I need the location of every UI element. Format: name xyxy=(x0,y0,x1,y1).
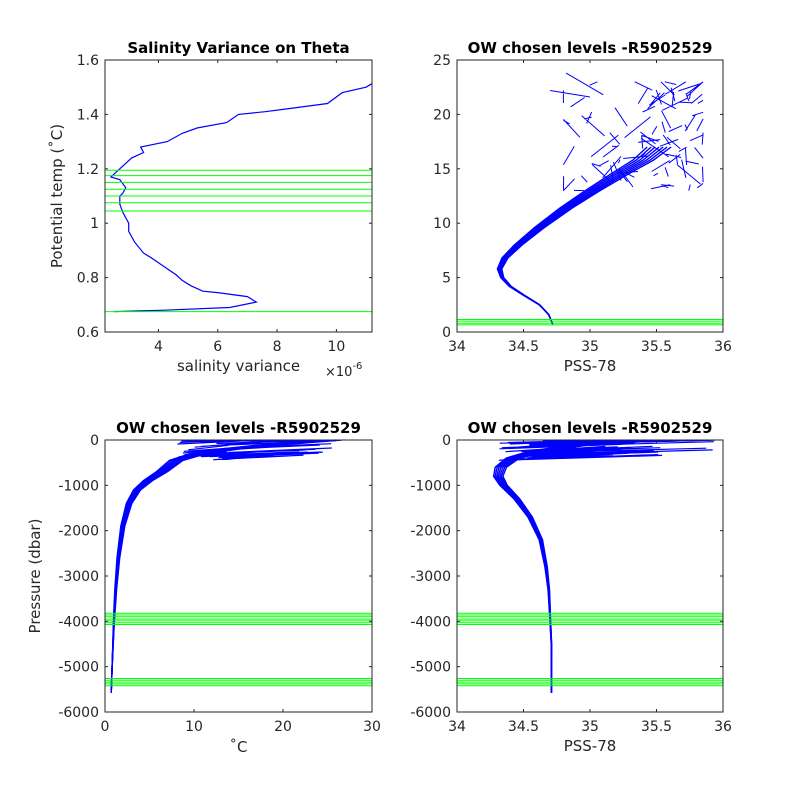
y-tick-label: -1000 xyxy=(410,478,451,494)
chart-title: OW chosen levels -R5902529 xyxy=(116,419,361,437)
x-multiplier-base: ×10 xyxy=(325,365,352,380)
y-axis-label: Potential temp (˚C) xyxy=(48,124,66,268)
y-axis-label: Pressure (dbar) xyxy=(26,519,44,634)
plot-content xyxy=(457,72,723,326)
y-tick-label: 10 xyxy=(433,216,451,232)
y-tick-label: -2000 xyxy=(410,524,451,540)
y-tick-label: -2000 xyxy=(58,524,99,540)
temp-pressure-panel: 0 10 20 30 -6000 -5000 -4000 -3000 -2000 -1000 0 OW… xyxy=(26,419,381,756)
y-tick-label: -3000 xyxy=(410,569,451,585)
y-tick-label: -4000 xyxy=(58,614,99,630)
y-tick-label: 1 xyxy=(90,216,99,232)
y-tick-label: 0.8 xyxy=(77,271,99,287)
x-tick-label: 35.5 xyxy=(641,339,672,355)
x-tick-label: 36 xyxy=(714,719,732,735)
profile-bundle xyxy=(177,440,337,461)
x-tick-label: 34.5 xyxy=(508,719,539,735)
chart-title: OW chosen levels -R5902529 xyxy=(468,419,713,437)
x-tick-label: 8 xyxy=(273,339,282,355)
profile-line xyxy=(109,82,372,313)
x-tick-label: 34 xyxy=(448,719,466,735)
x-tick-label: 35.5 xyxy=(641,719,672,735)
plot-content xyxy=(105,440,372,694)
x-tick-label: 0 xyxy=(101,719,110,735)
plot-content xyxy=(457,440,723,694)
y-tick-label: -5000 xyxy=(58,660,99,676)
plot-content xyxy=(105,82,372,313)
x-axis-label: PSS-78 xyxy=(564,737,617,755)
profile-spikes xyxy=(550,72,704,192)
y-tick-label: 15 xyxy=(433,162,451,178)
profile-line xyxy=(501,146,672,325)
y-tick-label: 0 xyxy=(442,433,451,449)
y-tick-label: 1.4 xyxy=(77,107,99,123)
y-tick-label: -4000 xyxy=(410,614,451,630)
y-tick-label: -6000 xyxy=(58,705,99,721)
y-tick-label: 5 xyxy=(442,271,451,287)
chart-title: Salinity Variance on Theta xyxy=(127,39,349,57)
y-tick-label: 0 xyxy=(442,325,451,341)
x-tick-label: 10 xyxy=(327,339,345,355)
x-tick-label: 35 xyxy=(581,339,599,355)
y-tick-label: 0.6 xyxy=(77,325,99,341)
y-tick-label: 1.6 xyxy=(77,53,99,69)
y-tick-label: -1000 xyxy=(58,478,99,494)
y-tick-label: -6000 xyxy=(410,705,451,721)
y-tick-label: 25 xyxy=(433,53,451,69)
x-tick-label: 36 xyxy=(714,339,732,355)
axes-frame xyxy=(104,59,373,333)
x-tick-label: 20 xyxy=(274,719,292,735)
chart-title: OW chosen levels -R5902529 xyxy=(468,39,713,57)
x-tick-label: 34.5 xyxy=(508,339,539,355)
x-tick-label: 4 xyxy=(154,339,163,355)
x-multiplier-exponent: -6 xyxy=(352,361,362,372)
x-multiplier: ×10-6 xyxy=(325,361,362,380)
y-tick-label: -5000 xyxy=(410,660,451,676)
y-tick-label: 1.2 xyxy=(77,162,99,178)
y-tick-label: 20 xyxy=(433,107,451,123)
y-tick-label: 0 xyxy=(90,433,99,449)
profile-bundle xyxy=(498,440,714,461)
x-tick-label: 34 xyxy=(448,339,466,355)
plot-area xyxy=(104,439,373,713)
salinity-variance-panel: 4 6 8 10 0.6 0.8 1 1.2 1.4 1.6 Salinity Variance o… xyxy=(48,39,373,380)
x-axis-label: ˚C xyxy=(230,738,248,756)
x-axis-label: PSS-78 xyxy=(564,357,617,375)
salinity-pressure-panel: 34 34.5 35 35.5 36 -6000 -5000 -4000 -3000 -2000 -… xyxy=(410,419,732,755)
x-tick-label: 10 xyxy=(185,719,203,735)
salinity-theta-panel: 34 34.5 35 35.5 36 0 5 10 15 20 25 OW chosen levels… xyxy=(433,39,732,375)
x-tick-label: 35 xyxy=(581,719,599,735)
x-tick-label: 30 xyxy=(363,719,381,735)
y-tick-label: -3000 xyxy=(58,569,99,585)
x-axis-label: salinity variance xyxy=(177,357,300,375)
x-tick-label: 6 xyxy=(213,339,222,355)
